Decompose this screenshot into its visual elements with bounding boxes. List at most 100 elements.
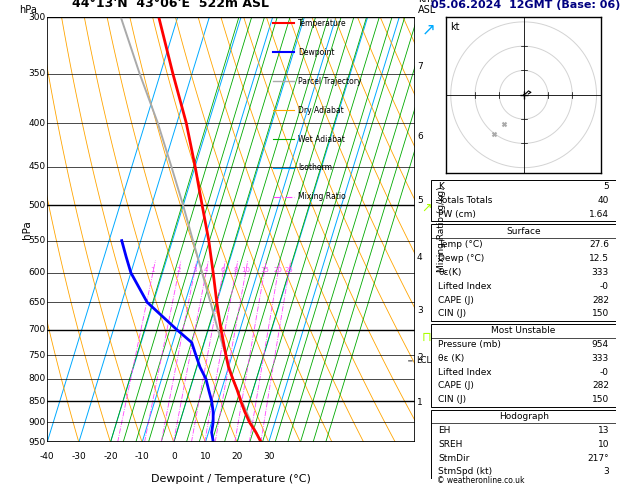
- Text: 333: 333: [592, 354, 609, 363]
- Text: 800: 800: [28, 374, 45, 383]
- Text: Most Unstable: Most Unstable: [491, 326, 556, 335]
- Text: StmSpd (kt): StmSpd (kt): [438, 468, 493, 476]
- Text: 400: 400: [28, 119, 45, 128]
- Text: 600: 600: [28, 268, 45, 277]
- Text: 650: 650: [28, 298, 45, 307]
- Text: Temperature: Temperature: [298, 19, 347, 28]
- Bar: [431, 224, 616, 321]
- Text: 10: 10: [241, 267, 250, 273]
- Text: 8: 8: [233, 267, 238, 273]
- Text: 150: 150: [592, 310, 609, 318]
- Text: Mixing Ratio: Mixing Ratio: [298, 192, 346, 201]
- Text: 6: 6: [417, 132, 423, 141]
- Text: 2: 2: [176, 267, 181, 273]
- Text: θε(K): θε(K): [438, 268, 462, 277]
- Text: 7: 7: [417, 62, 423, 71]
- Text: ⊓: ⊓: [421, 331, 431, 344]
- Text: 950: 950: [28, 438, 45, 447]
- Text: Lifted Index: Lifted Index: [438, 282, 492, 291]
- Text: 1: 1: [417, 398, 423, 407]
- Text: 27.6: 27.6: [589, 241, 609, 249]
- Bar: [431, 324, 616, 407]
- Text: 13: 13: [598, 426, 609, 435]
- Text: CAPE (J): CAPE (J): [438, 382, 474, 390]
- Text: CIN (J): CIN (J): [438, 310, 467, 318]
- Text: hPa: hPa: [22, 220, 32, 239]
- Text: 10: 10: [199, 451, 211, 461]
- Text: 700: 700: [28, 325, 45, 334]
- Text: StmDir: StmDir: [438, 453, 470, 463]
- Point: [499, 120, 509, 128]
- Text: 450: 450: [28, 162, 45, 171]
- Text: 217°: 217°: [587, 453, 609, 463]
- Text: CIN (J): CIN (J): [438, 395, 467, 404]
- Text: -30: -30: [72, 451, 86, 461]
- Text: Totals Totals: Totals Totals: [438, 196, 493, 205]
- Text: 1: 1: [150, 267, 155, 273]
- Text: Parcel Trajectory: Parcel Trajectory: [298, 77, 362, 86]
- Text: PW (cm): PW (cm): [438, 210, 476, 219]
- Text: Lifted Index: Lifted Index: [438, 368, 492, 377]
- Text: 3: 3: [417, 306, 423, 314]
- Text: 40: 40: [598, 196, 609, 205]
- Text: km
ASL: km ASL: [418, 0, 437, 15]
- Text: 550: 550: [28, 236, 45, 245]
- Text: © weatheronline.co.uk: © weatheronline.co.uk: [437, 475, 525, 485]
- Text: 282: 282: [592, 295, 609, 305]
- Text: 350: 350: [28, 69, 45, 78]
- Text: 150: 150: [592, 395, 609, 404]
- Text: EH: EH: [438, 426, 450, 435]
- Text: θε (K): θε (K): [438, 354, 465, 363]
- Text: -10: -10: [135, 451, 150, 461]
- Text: 12.5: 12.5: [589, 254, 609, 263]
- Text: 20: 20: [231, 451, 243, 461]
- Text: hPa: hPa: [19, 4, 36, 15]
- Text: Surface: Surface: [506, 226, 541, 236]
- Text: -0: -0: [600, 368, 609, 377]
- Text: 4: 4: [417, 253, 423, 262]
- Text: 300: 300: [28, 13, 45, 21]
- Text: 0: 0: [171, 451, 177, 461]
- Bar: [431, 180, 616, 221]
- Text: K: K: [438, 182, 444, 191]
- Text: Dry Adiabat: Dry Adiabat: [298, 105, 344, 115]
- Text: kt: kt: [450, 22, 460, 32]
- Text: -40: -40: [40, 451, 55, 461]
- Text: 6: 6: [221, 267, 225, 273]
- Text: SREH: SREH: [438, 440, 463, 449]
- Text: 900: 900: [28, 418, 45, 427]
- Text: 5: 5: [417, 196, 423, 205]
- Text: 25: 25: [284, 267, 293, 273]
- Text: Hodograph: Hodograph: [499, 412, 548, 421]
- Text: 850: 850: [28, 397, 45, 406]
- Bar: [431, 410, 616, 479]
- Text: Temp (°C): Temp (°C): [438, 241, 483, 249]
- Text: 4: 4: [204, 267, 208, 273]
- Text: Isotherm: Isotherm: [298, 163, 332, 173]
- Text: 5: 5: [603, 182, 609, 191]
- Text: 750: 750: [28, 350, 45, 360]
- Text: Dewpoint / Temperature (°C): Dewpoint / Temperature (°C): [151, 474, 311, 484]
- Text: 44°13'N  43°06'E  522m ASL: 44°13'N 43°06'E 522m ASL: [72, 0, 269, 10]
- Text: -0: -0: [600, 282, 609, 291]
- Text: -20: -20: [103, 451, 118, 461]
- Text: 500: 500: [28, 201, 45, 210]
- Text: 3: 3: [603, 468, 609, 476]
- Text: 1.64: 1.64: [589, 210, 609, 219]
- Text: ↗: ↗: [421, 21, 435, 39]
- Text: 333: 333: [592, 268, 609, 277]
- Text: Wet Adiabat: Wet Adiabat: [298, 135, 345, 143]
- Text: 282: 282: [592, 382, 609, 390]
- Text: ↗: ↗: [421, 202, 432, 215]
- Text: 954: 954: [592, 340, 609, 349]
- Text: 30: 30: [263, 451, 274, 461]
- Text: 15: 15: [260, 267, 269, 273]
- Text: 20: 20: [274, 267, 282, 273]
- Text: 05.06.2024  12GMT (Base: 06): 05.06.2024 12GMT (Base: 06): [431, 0, 620, 10]
- Text: 10: 10: [598, 440, 609, 449]
- Text: Pressure (mb): Pressure (mb): [438, 340, 501, 349]
- Point: [489, 130, 499, 138]
- Text: CAPE (J): CAPE (J): [438, 295, 474, 305]
- Text: LCL: LCL: [416, 356, 431, 365]
- Text: 2: 2: [417, 353, 423, 363]
